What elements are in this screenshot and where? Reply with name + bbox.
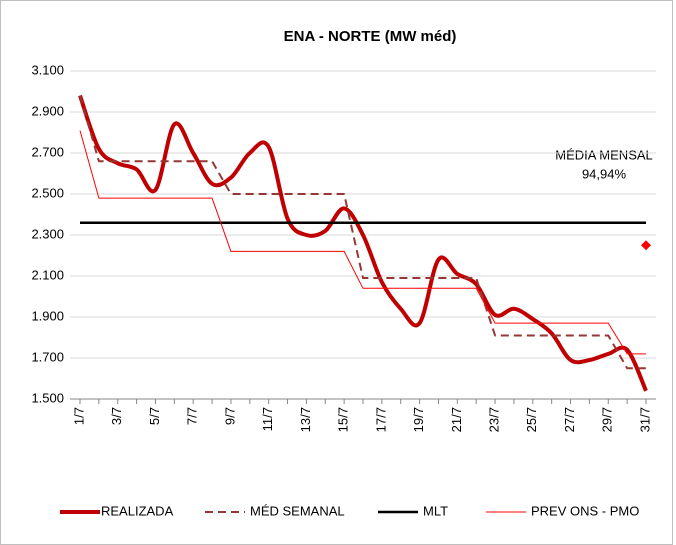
x-tick-label: 11/7 <box>260 407 275 431</box>
chart-title: ENA - NORTE (MW méd) <box>284 28 457 45</box>
y-tick-label: 1.700 <box>31 349 64 364</box>
series-line <box>79 130 646 355</box>
x-tick-label: 9/7 <box>222 407 237 425</box>
x-tick-label: 3/7 <box>109 407 124 425</box>
x-tick-label: 13/7 <box>298 407 313 432</box>
y-tick-label: 1.900 <box>31 308 64 323</box>
y-tick-label: 1.500 <box>31 390 64 405</box>
legend-label: MÉD SEMANAL <box>250 503 345 518</box>
annotation-text: 94,94% <box>582 166 627 181</box>
y-tick-label: 2.700 <box>31 144 64 159</box>
x-tick-label: 5/7 <box>147 407 162 425</box>
x-tick-label: 31/7 <box>637 407 652 432</box>
x-tick-label: 21/7 <box>449 407 464 432</box>
annotation-marker <box>641 240 651 251</box>
annotation-title: MÉDIA MENSAL <box>555 147 653 162</box>
series-line <box>78 94 648 392</box>
y-tick-label: 2.500 <box>31 185 64 200</box>
series-line <box>79 95 646 370</box>
x-tick-label: 25/7 <box>524 407 539 432</box>
y-tick-label: 2.300 <box>31 226 64 241</box>
x-tick-label: 29/7 <box>600 407 615 432</box>
legend-label: PREV ONS - PMO <box>531 503 639 518</box>
y-tick-label: 2.100 <box>31 267 64 282</box>
y-tick-label: 3.100 <box>31 62 64 77</box>
legend-label: REALIZADA <box>101 503 174 518</box>
x-tick-label: 7/7 <box>185 407 200 425</box>
y-tick-label: 2.900 <box>31 103 64 118</box>
x-tick-label: 1/7 <box>71 407 86 425</box>
x-tick-label: 17/7 <box>373 407 388 432</box>
x-tick-label: 15/7 <box>336 407 351 432</box>
legend-label: MLT <box>423 503 448 518</box>
x-tick-label: 23/7 <box>487 407 502 432</box>
x-tick-label: 19/7 <box>411 407 426 432</box>
x-tick-label: 27/7 <box>562 407 577 432</box>
